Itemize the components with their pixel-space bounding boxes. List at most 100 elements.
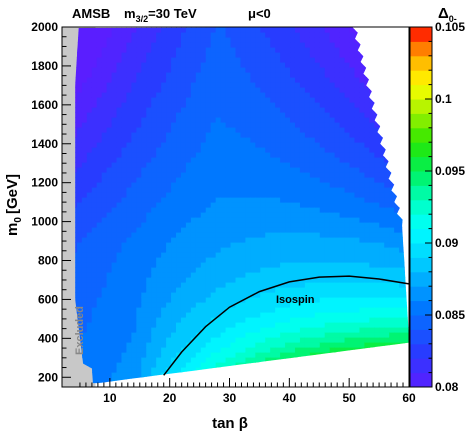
heatmap-cell [334, 77, 341, 83]
heatmap-cell [166, 377, 172, 383]
heatmap-cell [96, 137, 103, 143]
heatmap-cell [324, 287, 331, 293]
heatmap-cell [101, 162, 108, 168]
heatmap-cell [354, 247, 361, 253]
heatmap-cell [136, 352, 142, 358]
heatmap-cell [399, 42, 405, 48]
heatmap-cell [379, 37, 385, 43]
heatmap-cell [319, 82, 326, 88]
heatmap-cell [319, 162, 326, 168]
heatmap-cell [235, 327, 242, 333]
heatmap-cell [180, 162, 187, 168]
heatmap-cell [334, 152, 341, 158]
heatmap-cell [96, 157, 103, 163]
heatmap-cell [76, 237, 83, 243]
heatmap-cell [146, 32, 152, 38]
heatmap-cell [131, 127, 137, 133]
heatmap-cell [384, 152, 390, 158]
heatmap-cell [101, 362, 108, 368]
heatmap-cell [399, 87, 405, 93]
heatmap-cell [314, 297, 321, 303]
heatmap-cell [255, 77, 261, 83]
heatmap-cell [176, 82, 182, 88]
heatmap-cell [225, 352, 232, 358]
heatmap-cell [171, 142, 177, 148]
heatmap-cell [280, 207, 286, 213]
heatmap-cell [86, 232, 93, 238]
heatmap-cell [309, 237, 316, 243]
heatmap-cell [126, 107, 132, 113]
heatmap-cell [156, 357, 162, 363]
heatmap-cell [176, 77, 182, 83]
heatmap-cell [205, 47, 212, 53]
heatmap-cell [230, 207, 237, 213]
heatmap-cell [126, 142, 132, 148]
heatmap-cell [230, 322, 237, 328]
heatmap-cell [81, 347, 88, 353]
heatmap-cell [75, 247, 78, 253]
heatmap-cell [294, 232, 301, 238]
heatmap-cell [339, 52, 346, 58]
heatmap-cell [240, 167, 247, 173]
heatmap-cell [255, 152, 261, 158]
heatmap-cell [156, 82, 162, 88]
heatmap-cell [314, 247, 321, 253]
heatmap-cell [136, 77, 142, 83]
heatmap-cell [75, 167, 78, 173]
heatmap-cell [329, 132, 336, 138]
heatmap-cell [161, 237, 167, 243]
heatmap-cell [394, 347, 400, 353]
heatmap-cell [205, 62, 212, 68]
heatmap-cell [180, 282, 187, 288]
heatmap-cell [379, 267, 385, 273]
heatmap-cell [136, 327, 142, 333]
heatmap-cell [141, 327, 147, 333]
heatmap-cell [294, 157, 301, 163]
heatmap-cell [314, 152, 321, 158]
heatmap-cell [195, 357, 202, 363]
heatmap-cell [161, 327, 167, 333]
heatmap-cell [384, 217, 390, 223]
heatmap-cell [76, 327, 83, 333]
heatmap-cell [96, 142, 103, 148]
heatmap-cell [369, 122, 375, 128]
heatmap-cell [146, 37, 152, 43]
heatmap-cell [185, 227, 192, 233]
heatmap-cell [275, 102, 281, 108]
heatmap-cell [205, 262, 212, 268]
heatmap-cell [240, 197, 247, 203]
heatmap-cell [270, 157, 276, 163]
heatmap-cell [220, 27, 227, 33]
heatmap-cell [290, 277, 296, 283]
heatmap-cell [280, 217, 286, 223]
heatmap-cell [275, 362, 281, 368]
heatmap-cell [344, 57, 351, 63]
heatmap-cell [215, 67, 222, 73]
heatmap-cell [364, 132, 370, 138]
heatmap-cell [195, 282, 202, 288]
heatmap-cell [304, 197, 311, 203]
heatmap-cell [76, 82, 83, 88]
heatmap-cell [121, 282, 128, 288]
heatmap-cell [309, 167, 316, 173]
heatmap-cell [275, 287, 281, 293]
heatmap-cell [349, 287, 356, 293]
heatmap-cell [270, 147, 276, 153]
heatmap-cell [260, 242, 266, 248]
heatmap-cell [255, 292, 261, 298]
heatmap-cell [334, 217, 341, 223]
heatmap-cell [329, 32, 336, 38]
heatmap-cell [304, 287, 311, 293]
heatmap-cell [81, 332, 88, 338]
heatmap-cell [394, 272, 400, 278]
heatmap-cell [176, 157, 182, 163]
heatmap-cell [250, 197, 256, 203]
heatmap-cell [324, 92, 331, 98]
heatmap-cell [220, 377, 227, 383]
heatmap-cell [126, 297, 132, 303]
heatmap-cell [309, 52, 316, 58]
heatmap-cell [185, 357, 192, 363]
heatmap-cell [404, 332, 409, 338]
heatmap-cell [151, 77, 157, 83]
heatmap-cell [304, 87, 311, 93]
